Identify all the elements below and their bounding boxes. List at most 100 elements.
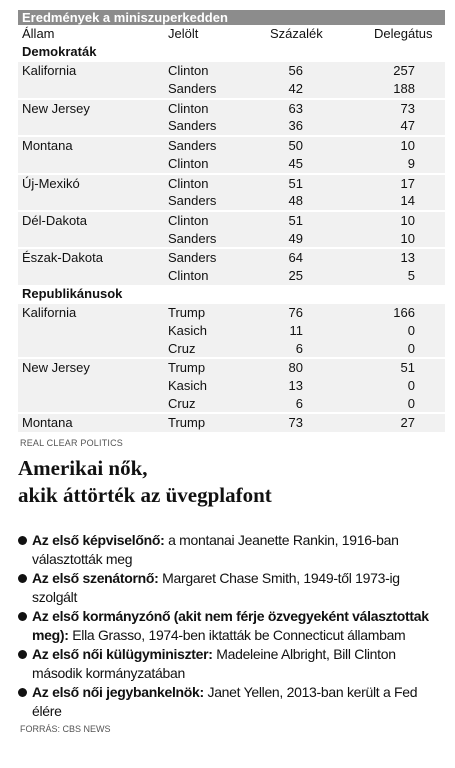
candidate: Trump (168, 360, 206, 376)
bullet (18, 574, 27, 583)
percent: 25 (288, 267, 303, 283)
percent: 45 (288, 155, 303, 171)
state: Montana (22, 138, 73, 154)
results-table: Eredmények a miniszuperkedden Állam Jelölt… (18, 10, 445, 448)
percent: 76 (288, 305, 303, 321)
state: Észak-Dakota (22, 250, 103, 266)
delegates: 0 (407, 395, 415, 411)
candidate: Clinton (168, 212, 209, 228)
candidate: Clinton (168, 175, 209, 191)
delegates: 47 (400, 118, 415, 134)
state-group: Észak-Dakota Sanders 64 13 Clinton 25 5 (18, 247, 445, 285)
list-item: Az első női jegybankelnök: Janet Yellen,… (18, 683, 445, 721)
candidate: Trump (168, 305, 206, 321)
bullet (18, 650, 27, 659)
table-row: New Jersey Clinton 63 73 (18, 100, 445, 118)
state: Kalifornia (22, 63, 77, 79)
table-row: Clinton 25 5 (18, 267, 445, 285)
delegates: 17 (400, 175, 415, 191)
item-lead: Az első női külügyminiszter: (32, 646, 213, 662)
candidate: Sanders (168, 138, 217, 154)
bullet (18, 536, 27, 545)
section-name: Demokraták (22, 43, 97, 59)
table-row: New Jersey Trump 80 51 (18, 359, 445, 377)
percent: 64 (288, 250, 303, 266)
state: Kalifornia (22, 305, 77, 321)
candidate: Sanders (168, 193, 217, 209)
state-group: Kalifornia Clinton 56 257 Sanders 42 188 (18, 60, 445, 98)
percent: 13 (288, 378, 303, 394)
table-row: Dél-Dakota Clinton 51 10 (18, 212, 445, 230)
table-row: Kasich 11 0 (18, 322, 445, 340)
percent: 42 (288, 81, 303, 97)
title-line: akik áttörték az üvegplafont (18, 483, 272, 507)
percent: 48 (288, 193, 303, 209)
candidate: Sanders (168, 250, 217, 266)
delegates: 0 (407, 323, 415, 338)
table-row: Kalifornia Clinton 56 257 (18, 62, 445, 80)
article: Amerikai nők, akik áttörték az üvegplafon… (18, 455, 445, 734)
percent: 6 (295, 395, 303, 411)
delegates: 73 (400, 100, 415, 116)
table-row: Kalifornia Trump 76 166 (18, 304, 445, 322)
table-row: Sanders 49 10 (18, 230, 445, 248)
candidate: Sanders (168, 118, 217, 134)
item-lead: Az első női jegybankelnök: (32, 684, 204, 700)
bullet (18, 612, 27, 621)
state-group: Montana Sanders 50 10 Clinton 45 9 (18, 135, 445, 173)
item-text: Janet Yellen, 2013-ban került a Fed élér… (32, 684, 418, 719)
delegates: 10 (400, 138, 415, 154)
table-row: Montana Trump 73 27 (18, 414, 445, 432)
item-text: Ella Grasso, 1974-ben iktatták be Connec… (68, 627, 406, 643)
item-lead: Az első kormányzónő (akit nem férje özve… (32, 608, 429, 643)
title-line: Amerikai nők, (18, 456, 148, 480)
state: Új-Mexikó (22, 175, 80, 191)
state-group: Új-Mexikó Clinton 51 17 Sanders 48 14 (18, 172, 445, 210)
list-item: Az első női külügyminiszter: Madeleine A… (18, 645, 445, 683)
delegates: 0 (407, 378, 415, 394)
delegates: 188 (393, 81, 415, 97)
table-row: Sanders 48 14 (18, 192, 445, 210)
list-item: Az első szenátornő: Margaret Chase Smith… (18, 569, 445, 607)
percent: 56 (288, 63, 303, 79)
delegates: 5 (407, 267, 415, 283)
table-title: Eredmények a miniszuperkedden (18, 10, 445, 25)
delegates: 14 (400, 193, 415, 209)
percent: 11 (289, 323, 304, 338)
state-group: Kalifornia Trump 76 166 Kasich 11 0 Cruz 6 0 (18, 302, 445, 358)
candidate: Clinton (168, 155, 209, 171)
candidate: Clinton (168, 267, 209, 283)
percent: 49 (288, 230, 303, 246)
state: Montana (22, 415, 73, 431)
percent: 73 (288, 415, 303, 431)
percent: 51 (288, 175, 303, 191)
item-text: Madeleine Albright, Bill Clinton második… (32, 646, 396, 681)
percent: 6 (295, 340, 303, 356)
table-row: Clinton 45 9 (18, 155, 445, 173)
list-item: Az első kormányzónő (akit nem férje özve… (18, 607, 445, 645)
item-text: a montanai Jeanette Rankin, 1916-ban vál… (32, 532, 399, 567)
table-row: Kasich 13 0 (18, 377, 445, 395)
candidate: Sanders (168, 81, 217, 97)
table-row: Cruz 6 0 (18, 340, 445, 358)
item-lead: Az első képviselőnő: (32, 532, 165, 548)
percent: 63 (288, 100, 303, 116)
table-row: Sanders 36 47 (18, 117, 445, 135)
delegates: 51 (400, 360, 415, 376)
column-header: Delegátus (374, 26, 433, 41)
section-name: Republikánusok (22, 285, 123, 301)
percent: 36 (288, 118, 303, 134)
list-item: Az első képviselőnő: a montanai Jeanette… (18, 531, 445, 569)
table-row: Montana Sanders 50 10 (18, 137, 445, 155)
state-group: Montana Trump 73 27 (18, 412, 445, 433)
candidate: Cruz (168, 395, 196, 411)
table-row: Észak-Dakota Sanders 64 13 (18, 249, 445, 267)
state: New Jersey (22, 100, 90, 116)
column-header: Állam (22, 26, 55, 41)
table-row: Sanders 42 188 (18, 80, 445, 98)
source: FORRÁS: CBS NEWS (20, 724, 111, 734)
percent: 51 (288, 212, 303, 228)
state-group: New Jersey Trump 80 51 Kasich 13 0 Cruz 6 0 (18, 357, 445, 413)
candidate: Sanders (168, 230, 217, 246)
